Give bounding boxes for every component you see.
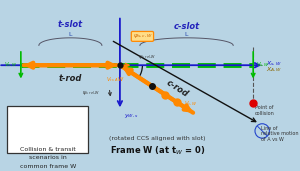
Text: $X_{A,W}$: $X_{A,W}$ (266, 66, 282, 74)
Text: c-rod: c-rod (165, 78, 190, 99)
Text: (rotated CCS aligned with slot): (rotated CCS aligned with slot) (110, 136, 206, 141)
Text: $V_{s,W}$: $V_{s,W}$ (4, 61, 18, 69)
Text: Point of
collision: Point of collision (255, 105, 275, 116)
Text: Collision & transit
scenarios in
common frame W: Collision & transit scenarios in common … (20, 147, 76, 169)
Text: c-slot: c-slot (173, 22, 200, 31)
Text: L: L (69, 32, 72, 37)
Text: $V_{s,W}$: $V_{s,W}$ (256, 61, 270, 69)
Text: $\psi_{s,rel,W}$: $\psi_{s,rel,W}$ (138, 54, 156, 61)
Text: t-slot: t-slot (58, 20, 83, 29)
Text: $\psi_{s,c,W}$: $\psi_{s,c,W}$ (133, 33, 152, 40)
Text: Line of
relative motion
of A vs W: Line of relative motion of A vs W (261, 126, 299, 142)
Text: $X_{s,W}$: $X_{s,W}$ (266, 59, 281, 68)
FancyBboxPatch shape (7, 106, 88, 153)
Text: Frame W (at t$_W$ = 0): Frame W (at t$_W$ = 0) (110, 144, 206, 157)
Text: $V_{tr,A}W$: $V_{tr,A}W$ (106, 76, 124, 84)
Text: $y_{W,s}$: $y_{W,s}$ (124, 113, 138, 120)
Text: $\psi_{s,rel,W}$: $\psi_{s,rel,W}$ (82, 90, 100, 97)
Text: $V_{c,W}$: $V_{c,W}$ (184, 100, 198, 108)
Text: L: L (185, 32, 188, 37)
Text: t-rod: t-rod (59, 74, 82, 83)
